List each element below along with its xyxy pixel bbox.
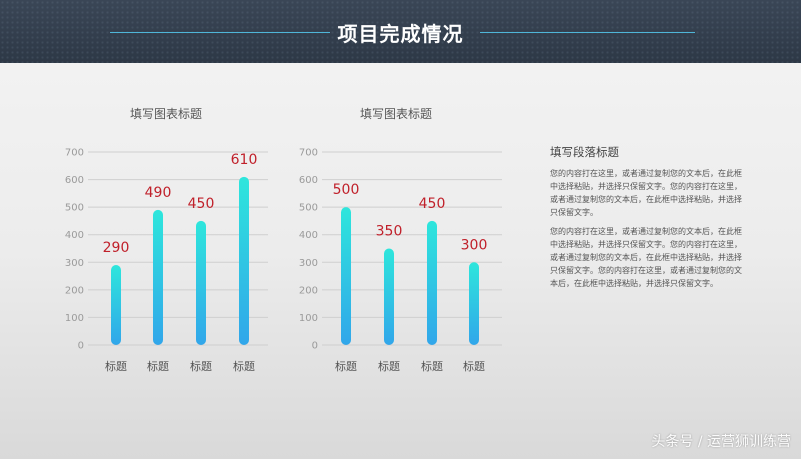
- data-label: 500: [333, 182, 360, 198]
- world-map-texture: [0, 0, 801, 63]
- y-tick-label: 500: [65, 203, 84, 214]
- chart-title: 填写图表标题: [360, 107, 432, 121]
- watermark: 头条号 / 运营狮训练营: [651, 434, 791, 450]
- y-tick-label: 200: [65, 285, 84, 296]
- chart-left: 填写图表标题 0 100 200 300 400 500 600 700 290 标题 490 标题 45…: [65, 107, 268, 373]
- bar: [341, 207, 351, 345]
- bar: [153, 209, 163, 345]
- category-label: 标题: [233, 359, 255, 373]
- category-label: 标题: [421, 359, 443, 373]
- y-tick-label: 100: [299, 313, 318, 324]
- data-label: 300: [461, 237, 488, 253]
- header-banner: 项目完成情况: [0, 0, 801, 63]
- y-tick-label: 400: [299, 230, 318, 241]
- category-label: 标题: [105, 359, 127, 373]
- header-line-left: [110, 32, 330, 33]
- y-tick-label: 600: [299, 175, 318, 186]
- y-tick-label: 500: [299, 203, 318, 214]
- y-tick-label: 600: [65, 175, 84, 186]
- bar: [469, 262, 479, 345]
- paragraph-heading: 填写段落标题: [550, 145, 619, 159]
- category-label: 标题: [378, 359, 400, 373]
- bar: [427, 220, 437, 345]
- y-tick-label: 700: [65, 148, 84, 159]
- category-label: 标题: [147, 359, 169, 373]
- y-tick-label: 100: [65, 313, 84, 324]
- paragraph-text-1: 您的内容打在这里，或者通过复制您的文本后，在此框中选择粘贴，并选择只保留文字。您…: [550, 169, 742, 217]
- paragraph-text-2: 您的内容打在这里，或者通过复制您的文本后，在此框中选择粘贴，并选择只保留文字。您…: [550, 227, 742, 288]
- category-label: 标题: [190, 359, 212, 373]
- data-label: 450: [188, 196, 215, 212]
- bar: [239, 176, 249, 345]
- data-label: 290: [103, 240, 130, 256]
- bar: [111, 265, 121, 345]
- y-tick-label: 300: [299, 258, 318, 269]
- y-tick-label: 300: [65, 258, 84, 269]
- chart-title: 填写图表标题: [130, 107, 202, 121]
- data-label: 610: [231, 152, 258, 168]
- header-line-right: [480, 32, 695, 33]
- paragraph-block: 填写段落标题 您的内容打在这里，或者通过复制您的文本后，在此框中选择粘贴，并选择…: [550, 146, 746, 296]
- page-title: 项目完成情况: [337, 22, 464, 46]
- bar: [196, 220, 206, 345]
- category-label: 标题: [463, 359, 485, 373]
- y-tick-label: 0: [312, 341, 318, 352]
- chart-right: 填写图表标题 0 100 200 300 400 500 600 700 500 标题 350 标题 45…: [299, 107, 502, 373]
- y-tick-label: 0: [78, 341, 84, 352]
- data-label: 350: [376, 224, 403, 240]
- y-tick-label: 200: [299, 285, 318, 296]
- category-label: 标题: [335, 359, 357, 373]
- data-label: 490: [145, 185, 172, 201]
- y-tick-label: 700: [299, 148, 318, 159]
- y-tick-label: 400: [65, 230, 84, 241]
- bar: [384, 248, 394, 345]
- data-label: 450: [419, 196, 446, 212]
